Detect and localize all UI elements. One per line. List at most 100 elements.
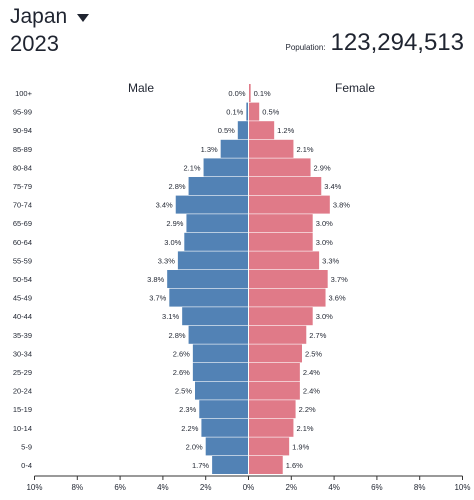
male-value-label: 3.8% [147,275,164,284]
age-group-label: 95-99 [13,108,32,117]
male-bar [169,288,249,307]
age-group-label: 55-59 [13,256,32,265]
male-value-label: 3.7% [149,294,166,303]
age-group-label: 15-19 [13,405,32,414]
age-group-label: 35-39 [13,331,32,340]
female-value-label: 3.0% [316,238,333,247]
male-bar [175,195,249,214]
age-group-label: 80-84 [13,163,32,172]
age-group-label: 40-44 [13,312,32,321]
female-value-label: 3.4% [324,182,341,191]
female-bar [248,121,275,140]
x-tick-label: 6% [371,483,383,492]
male-value-label: 1.7% [192,461,209,470]
x-tick-label: 0% [243,483,255,492]
male-value-label: 3.1% [162,312,179,321]
female-value-label: 3.0% [316,219,333,228]
male-bar [167,270,249,288]
female-value-label: 3.0% [316,312,333,321]
female-bar [248,195,330,214]
male-bar [188,325,249,344]
female-bar [248,251,320,270]
female-bar [248,363,300,381]
male-bar [201,418,249,437]
male-bar [177,251,249,270]
age-group-label: 85-89 [13,145,32,154]
female-value-label: 3.7% [331,275,348,284]
male-value-label: 0.0% [228,89,245,98]
female-bar [248,232,313,251]
female-bar [248,288,326,307]
male-bar [186,214,249,233]
male-bar [182,307,249,326]
x-tick-label: 2% [200,483,212,492]
male-bar [203,158,249,177]
female-value-label: 2.5% [305,349,322,358]
male-value-label: 3.4% [156,201,173,210]
age-group-label: 5-9 [21,442,32,451]
age-group-label: 25-29 [13,368,32,377]
female-value-label: 2.1% [296,424,313,433]
age-group-label: 60-64 [13,238,32,247]
female-value-label: 1.6% [286,461,303,470]
female-value-label: 3.3% [322,256,339,265]
population-display: Population: 123,294,513 [286,29,465,57]
female-bar [248,418,294,437]
female-value-label: 0.5% [262,108,279,117]
male-bar [195,381,249,400]
x-tick-label: 2% [286,483,298,492]
female-bar [248,456,283,474]
male-value-label: 2.1% [183,163,200,172]
female-value-label: 3.8% [333,201,350,210]
female-value-label: 2.9% [314,163,331,172]
female-bar [248,400,296,419]
female-bar [248,270,328,288]
male-value-label: 2.6% [173,349,190,358]
male-value-label: 2.5% [175,387,192,396]
female-bar [248,158,311,177]
female-value-label: 2.4% [303,387,320,396]
caret-down-icon [77,14,90,22]
female-bar [248,344,302,363]
female-value-label: 3.6% [329,294,346,303]
female-bar [248,437,290,456]
x-tick-label: 4% [157,483,169,492]
country-selector[interactable]: Japan [10,5,90,29]
x-tick-label: 10% [26,483,42,492]
population-label: Population: [285,43,326,52]
age-group-label: 50-54 [13,275,32,284]
female-value-label: 1.2% [277,126,294,135]
age-group-label: 100+ [15,89,33,98]
male-series-label: Male [128,81,154,95]
female-bar [248,214,313,233]
male-value-label: 0.5% [218,126,235,135]
country-name: Japan [10,5,68,28]
age-group-label: 0-4 [21,461,32,470]
male-bar [246,102,249,121]
age-group-label: 65-69 [13,219,32,228]
male-value-label: 2.8% [168,331,185,340]
male-value-label: 2.3% [179,405,196,414]
female-value-label: 2.4% [303,368,320,377]
male-value-label: 3.0% [164,238,181,247]
year-label: 2023 [10,31,59,56]
age-group-label: 75-79 [13,182,32,191]
female-value-label: 2.1% [296,145,313,154]
female-bar [248,102,260,121]
male-bar [188,177,249,195]
male-bar [192,363,249,381]
male-bar [212,456,249,474]
x-tick-label: 10% [454,483,470,492]
male-value-label: 2.0% [186,442,203,451]
x-tick-label: 4% [328,483,340,492]
female-value-label: 2.2% [299,405,316,414]
female-value-label: 2.7% [309,331,326,340]
male-value-label: 3.3% [158,256,175,265]
age-group-label: 10-14 [13,424,32,433]
female-value-label: 1.9% [292,442,309,451]
female-series-label: Female [335,81,375,95]
male-bar [205,437,249,456]
male-value-label: 1.3% [201,145,218,154]
female-bar [248,307,313,326]
male-bar [192,344,249,363]
